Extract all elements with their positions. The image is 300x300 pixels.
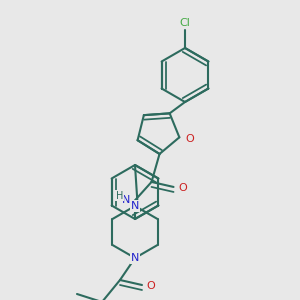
- Text: N: N: [131, 253, 139, 263]
- Text: Cl: Cl: [180, 18, 190, 28]
- Text: O: O: [185, 134, 194, 144]
- Text: O: O: [147, 281, 155, 291]
- Text: O: O: [178, 183, 187, 193]
- Text: H: H: [116, 191, 123, 201]
- Text: N: N: [131, 201, 139, 211]
- Text: N: N: [122, 195, 131, 205]
